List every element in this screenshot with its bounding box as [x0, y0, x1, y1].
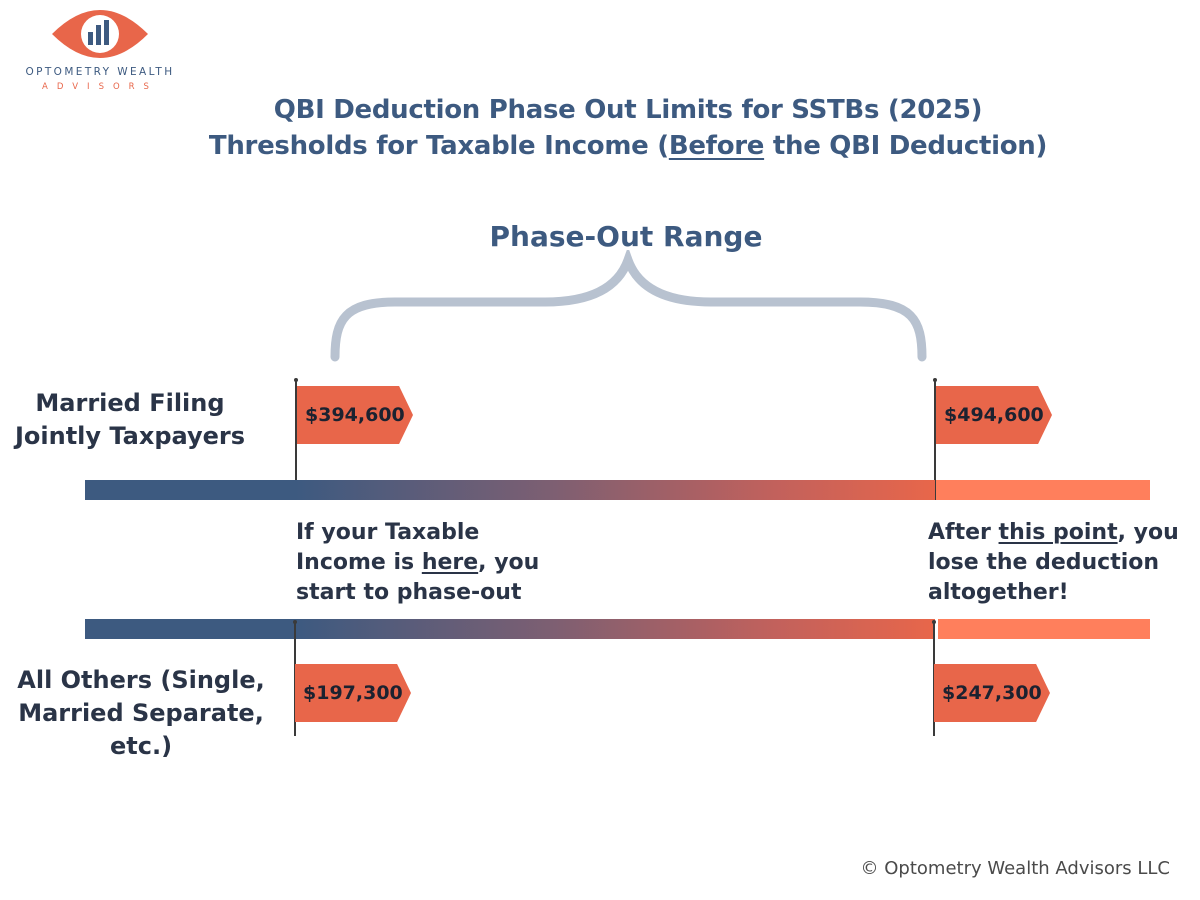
start-annotation: If your Taxable Income is here, you star…	[296, 520, 540, 605]
logo-wordmark: OPTOMETRY WEALTH	[25, 66, 175, 78]
below-threshold-bar	[85, 619, 296, 639]
logo-subtext: ADVISORS	[42, 82, 158, 92]
logo-eye-icon	[52, 10, 148, 58]
phase-out-range-label: Phase-Out Range	[489, 220, 763, 253]
end-marker-line	[933, 622, 935, 736]
phase-out-bar	[296, 619, 935, 639]
copyright-notice: © Optometry Wealth Advisors LLC	[860, 858, 1170, 879]
above-threshold-bar	[936, 480, 1150, 500]
curly-brace	[330, 250, 927, 362]
phase-out-bar	[296, 480, 935, 500]
below-threshold-bar	[85, 480, 296, 500]
start-threshold-flag: $394,600	[297, 386, 413, 444]
all-others-label: All Others (Single, Married Separate, et…	[17, 666, 265, 760]
end-annotation: After this point, you lose the deduction…	[928, 520, 1179, 605]
page-subtitle: Thresholds for Taxable Income (Before th…	[208, 131, 1048, 161]
start-marker-line	[295, 380, 297, 500]
above-threshold-bar	[938, 619, 1150, 639]
page-title: QBI Deduction Phase Out Limits for SSTBs…	[273, 95, 983, 125]
end-marker-line	[934, 380, 936, 500]
underlined-word: Before	[668, 131, 765, 161]
start-threshold-flag: $197,300	[295, 664, 411, 722]
start-marker-line	[294, 622, 296, 736]
end-threshold-flag: $247,300	[934, 664, 1050, 722]
end-threshold-flag: $494,600	[936, 386, 1052, 444]
married-filing-jointly-label: Married Filing Jointly Taxpayers	[14, 389, 246, 450]
